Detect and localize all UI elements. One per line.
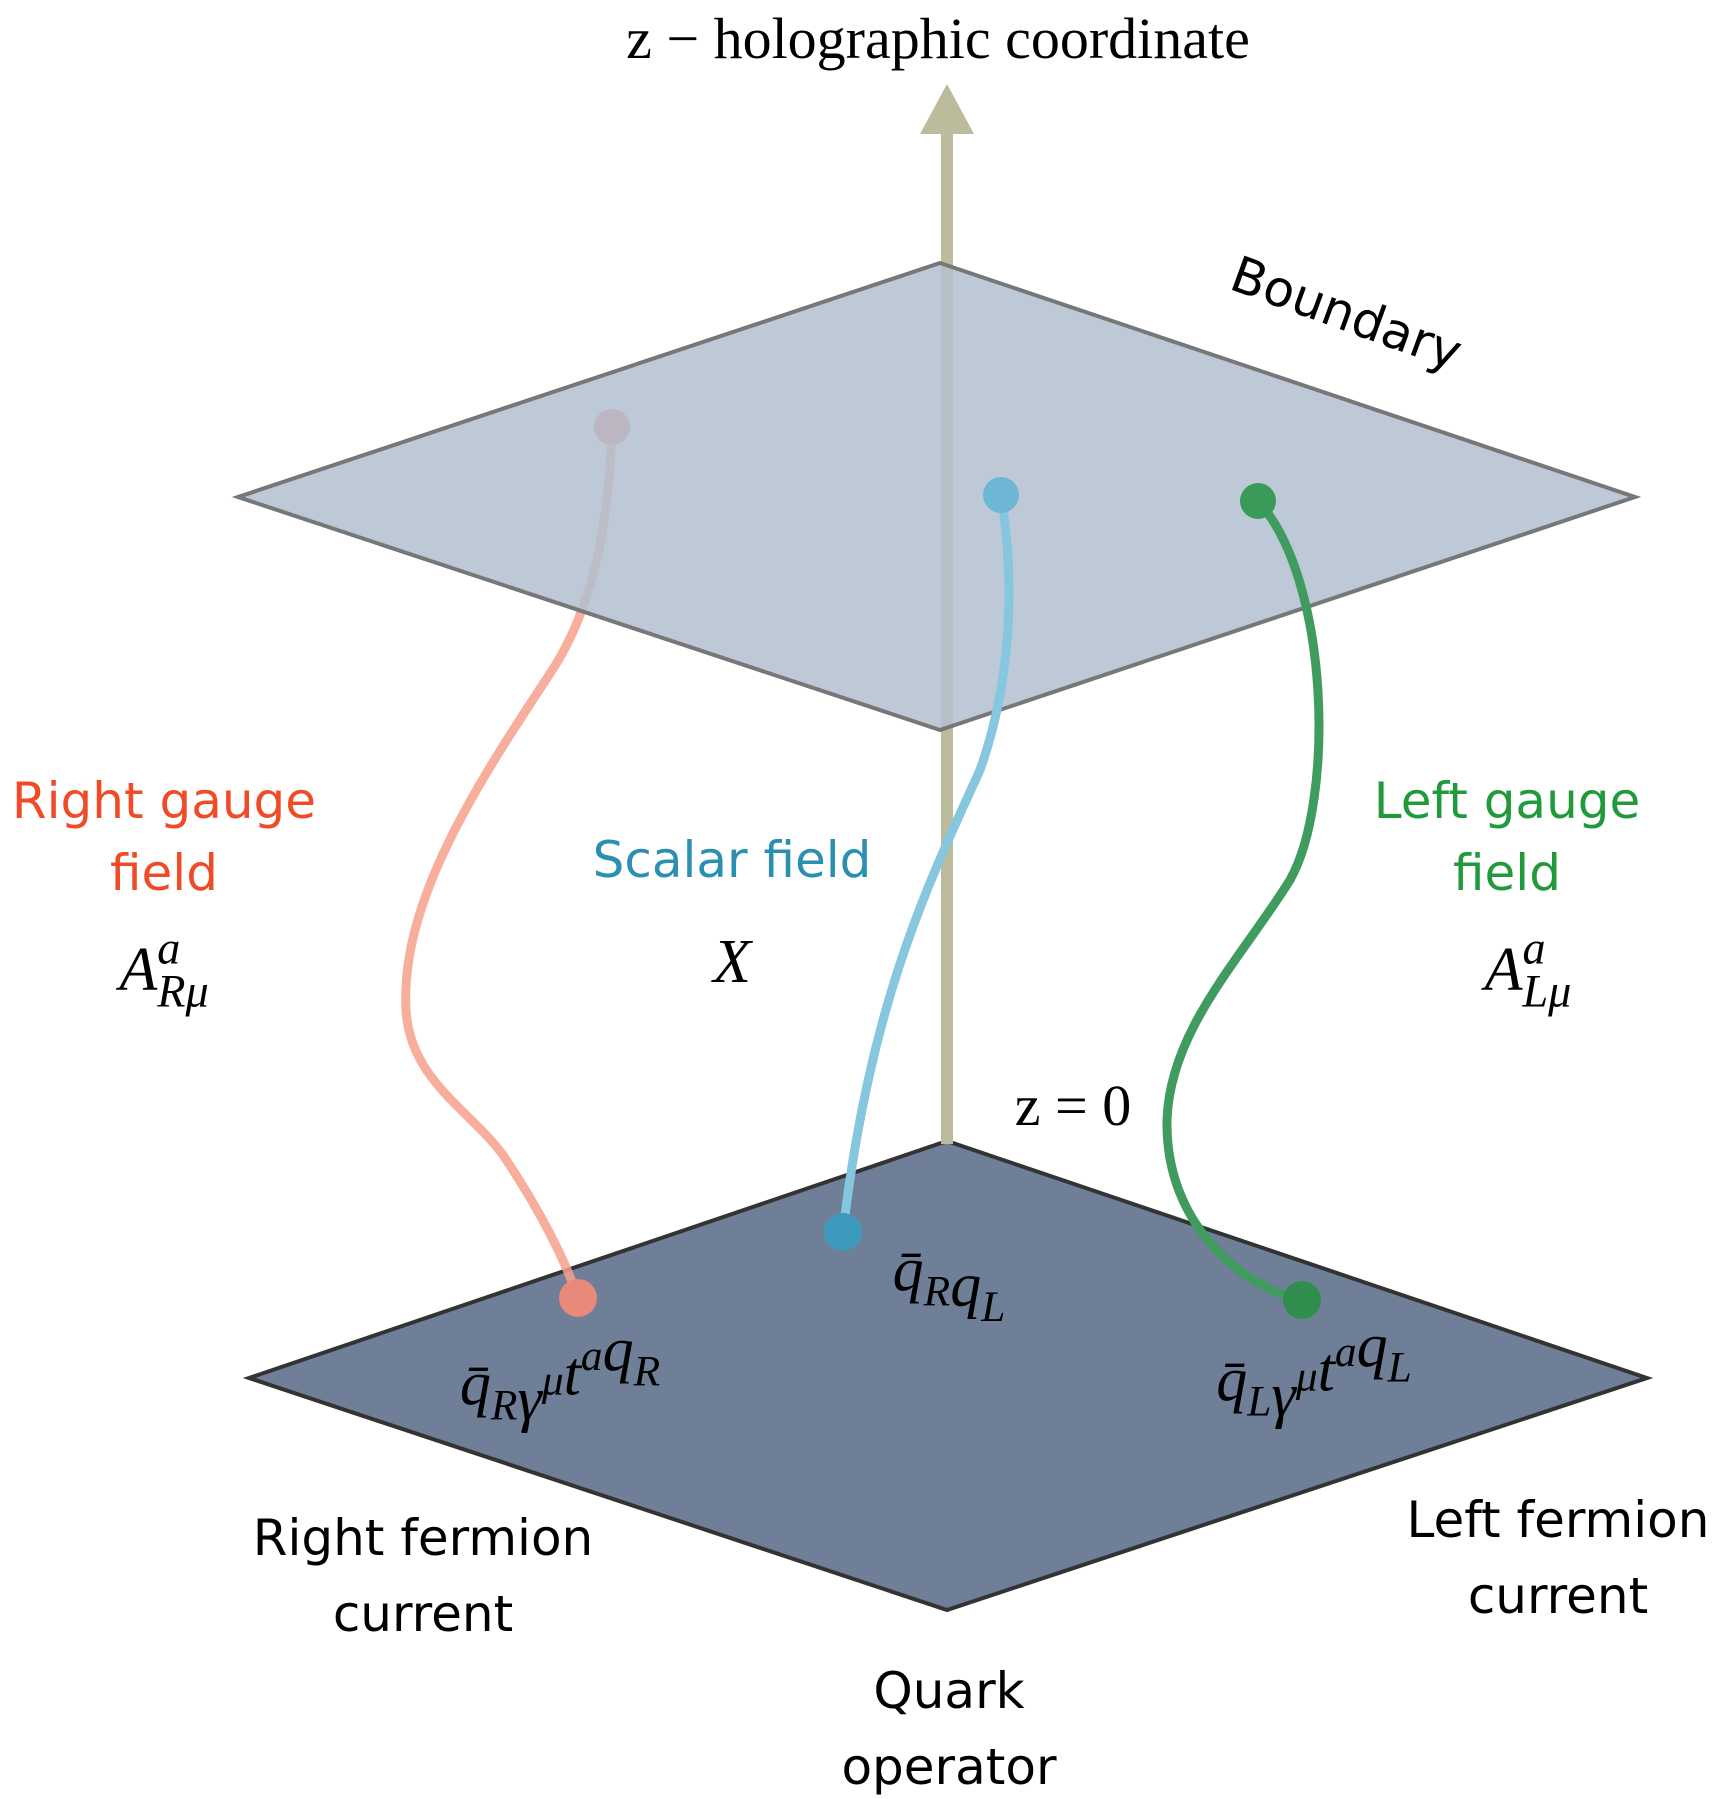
- field-symbol: ARμa: [115, 923, 208, 1017]
- right-gauge-dot: [559, 1279, 597, 1317]
- math-base: A: [115, 936, 158, 1004]
- operator-name: Left fermion: [1407, 1491, 1710, 1549]
- math-base: A: [1481, 936, 1524, 1004]
- field-symbol: X: [710, 928, 753, 996]
- page: z − holographic coordinate z = 0 Boundar…: [0, 0, 1727, 1799]
- math-base: q̄: [893, 1236, 924, 1304]
- math-base: q: [950, 1252, 981, 1320]
- math-sup: μ: [541, 1357, 564, 1405]
- left-gauge-dot: [1240, 483, 1276, 519]
- scalar-dot: [824, 1213, 862, 1251]
- math-sup: a: [581, 1332, 603, 1380]
- math-base: t: [564, 1341, 583, 1409]
- operator-name: current: [1468, 1567, 1648, 1625]
- diagram: z − holographic coordinate z = 0 Boundar…: [0, 0, 1727, 1799]
- math-sup: a: [157, 923, 180, 974]
- math-sub: R: [633, 1347, 661, 1395]
- math-base: q̄: [1216, 1346, 1247, 1414]
- scalar-dot: [983, 477, 1019, 513]
- math-base: γ: [517, 1366, 543, 1434]
- field-name: field: [110, 844, 218, 902]
- math-base: q: [1357, 1312, 1388, 1380]
- origin-label: z = 0: [1015, 1073, 1131, 1138]
- math-base: t: [1318, 1337, 1337, 1405]
- axis-title: z − holographic coordinate: [626, 6, 1250, 71]
- math-base: q̄: [460, 1350, 491, 1418]
- math-base: q: [603, 1316, 634, 1384]
- math-base: X: [710, 928, 753, 996]
- math-sub: L: [1246, 1378, 1271, 1426]
- operator-name: current: [333, 1585, 513, 1643]
- operator-name: Quark: [873, 1662, 1024, 1720]
- z-axis-head: [920, 84, 974, 134]
- field-name: Scalar field: [593, 831, 872, 889]
- field-name: Left gauge: [1374, 772, 1641, 830]
- field-name: field: [1453, 844, 1561, 902]
- field-symbol: ALμa: [1481, 923, 1572, 1017]
- math-base: γ: [1271, 1362, 1297, 1430]
- math-sup: a: [1523, 923, 1546, 974]
- math-sup: μ: [1295, 1353, 1318, 1401]
- math-sup: a: [1335, 1328, 1357, 1376]
- operator-name: operator: [841, 1738, 1056, 1796]
- math-sub: R: [923, 1268, 951, 1316]
- boundary-label: Boundary: [1223, 245, 1469, 382]
- operator-name: Right fermion: [253, 1509, 593, 1567]
- math-sub: R: [490, 1382, 518, 1430]
- math-sub: L: [1387, 1343, 1412, 1391]
- left-gauge-dot: [1283, 1281, 1321, 1319]
- math-sub: L: [980, 1283, 1005, 1331]
- field-name: Right gauge: [12, 772, 316, 830]
